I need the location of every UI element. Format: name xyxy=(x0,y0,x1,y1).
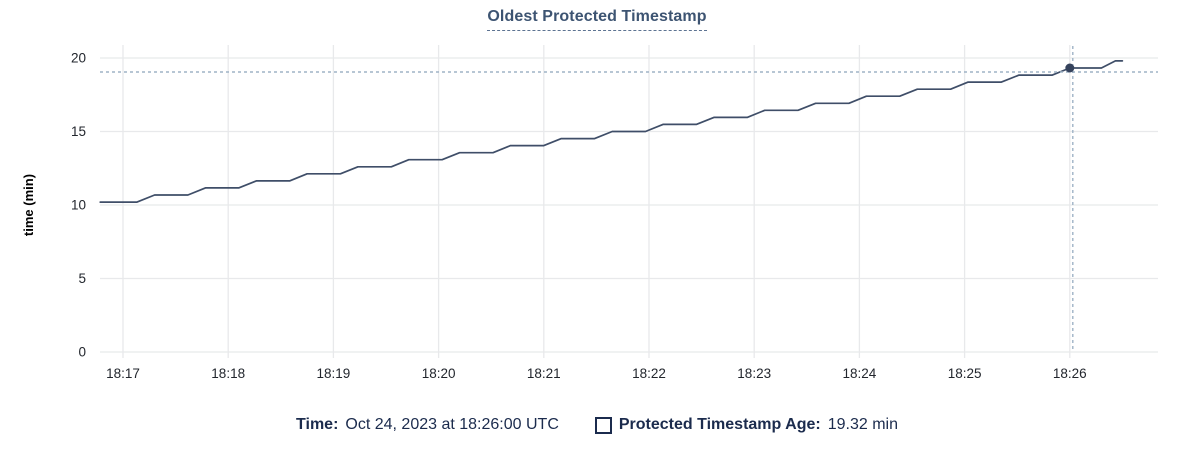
series-line xyxy=(99,60,1124,203)
x-tick-label: 18:17 xyxy=(106,366,140,381)
series-value: 19.32 min xyxy=(827,416,898,433)
x-tick-label: 18:18 xyxy=(211,366,245,381)
series-toggle[interactable]: Protected Timestamp Age: 19.32 min xyxy=(594,416,898,434)
x-tick-label: 18:19 xyxy=(317,366,351,381)
y-tick-label: 0 xyxy=(78,345,86,360)
y-tick-label: 5 xyxy=(78,271,86,286)
x-tick-label: 18:21 xyxy=(527,366,561,381)
y-tick-label: 20 xyxy=(71,51,86,66)
y-axis-title: time (min) xyxy=(21,174,36,236)
series-name-label: Protected Timestamp Age: xyxy=(618,416,821,433)
x-tick-label: 18:26 xyxy=(1053,366,1087,381)
chart-title[interactable]: Oldest Protected Timestamp xyxy=(487,8,707,31)
series-checkbox-icon[interactable] xyxy=(594,416,612,434)
x-tick-label: 18:25 xyxy=(948,366,982,381)
hover-point xyxy=(1065,63,1075,73)
hover-crosshair xyxy=(100,46,1158,352)
tooltip-time-label: Time: xyxy=(296,416,339,433)
chart-plot-area[interactable]: 0 5 10 15 20 18:17 18:18 18:19 18:20 18:21 18:22 18… xyxy=(0,0,1194,400)
x-tick-label: 18:22 xyxy=(632,366,666,381)
gridlines xyxy=(100,45,1158,358)
chart-tooltip-bar: Time: Oct 24, 2023 at 18:26:00 UTC Prote… xyxy=(0,416,1194,434)
y-tick-label: 10 xyxy=(71,198,86,213)
chart-header: Oldest Protected Timestamp xyxy=(0,8,1194,31)
tooltip-time-value: Oct 24, 2023 at 18:26:00 UTC xyxy=(345,416,559,433)
axis-labels: 0 5 10 15 20 18:17 18:18 18:19 18:20 18:21 18:22 18… xyxy=(71,51,1087,382)
x-tick-label: 18:23 xyxy=(737,366,771,381)
x-tick-label: 18:24 xyxy=(843,366,877,381)
x-tick-label: 18:20 xyxy=(422,366,456,381)
tooltip-time: Time: Oct 24, 2023 at 18:26:00 UTC xyxy=(296,416,559,434)
y-tick-label: 15 xyxy=(71,124,86,139)
